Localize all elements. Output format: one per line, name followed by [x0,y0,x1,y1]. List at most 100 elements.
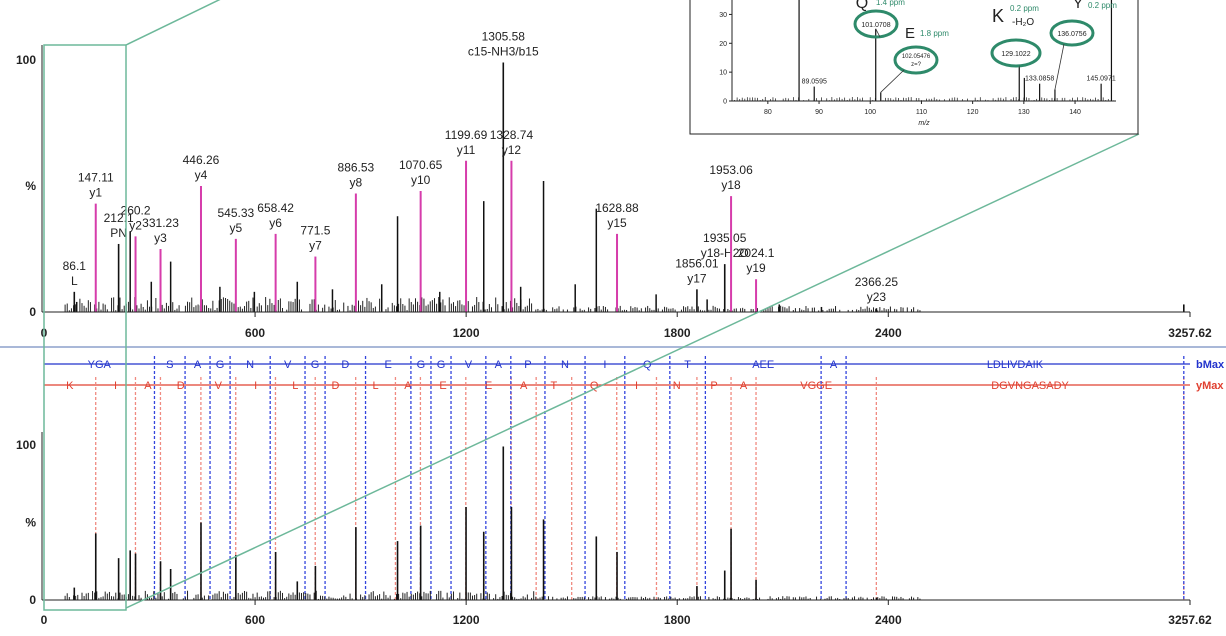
peak-mz-label: 1328.74 [490,128,534,142]
ladder-residue: V [215,380,223,392]
ladder-residue: P [524,359,531,371]
ladder-residue: I [114,380,117,392]
x-tick-label: 100 [864,109,876,116]
peak-mz-label: 2366.25 [855,275,899,289]
ladder-residue: A [740,380,748,392]
ladder-residue: YGA [88,359,112,371]
x-tick-label: 3257.62 [1168,326,1212,340]
ladder-residue: AEE [752,359,774,371]
annotation-residue: E [905,25,915,42]
peak-mz-label: 89.0595 [802,79,827,86]
peak-mz-label: 1935.05 [703,231,747,245]
ladder-residue: A [520,380,528,392]
peak-mz-label: 771.5 [300,224,330,238]
annotation-ppm: 1.4 ppm [876,0,905,7]
ladder-max-label: yMax [1196,380,1224,392]
peak-ion-label: y10 [411,173,431,187]
peak-ion-label: y17 [687,271,707,285]
ladder-residue: T [684,359,691,371]
ladder-residue: G [216,359,225,371]
x-tick-label: 2400 [875,613,902,627]
y-tick-label: 0 [723,99,727,106]
peak-mz-label: 2024.1 [738,246,775,260]
peak-ion-label: y1 [89,186,102,200]
ladder-residue: I [635,380,638,392]
peak-ion-label: PN [110,226,127,240]
peak-mz-label: 446.26 [183,153,220,167]
ladder-residue: V [284,359,292,371]
x-tick-label: 600 [245,613,265,627]
annotation-residue: K [992,6,1004,26]
ladder-residue: LDLIVDAIK [987,359,1044,371]
peak-ion-label: y3 [154,231,167,245]
ladder-residue: VGGE [800,380,832,392]
x-tick-label: 1800 [664,613,691,627]
peak-ion-label: y23 [867,290,887,304]
ladder-residue: DGVNGASADY [991,380,1069,392]
ladder-residue: D [341,359,349,371]
ladder-residue: D [177,380,185,392]
y-tick-label: 100 [16,53,36,67]
ladder-residue: S [166,359,173,371]
x-tick-label: 120 [967,109,979,116]
annotation-sub: -H₂O [1012,17,1034,28]
peak-mz-label: 147.11 [78,171,114,185]
ladder-residue: A [830,359,838,371]
peak-mz-label: 886.53 [338,161,375,175]
x-tick-label: 90 [815,109,823,116]
ladder-residue: D [331,380,339,392]
ladder-residue: I [254,380,257,392]
x-tick-label: 600 [245,326,265,340]
ladder-residue: G [437,359,446,371]
ladder-residue: N [561,359,569,371]
peak-mz-label: 1628.88 [595,201,639,215]
y-tick-label: % [25,179,36,193]
ladder-residue: V [465,359,473,371]
peak-ion-label: c15-NH3/b15 [468,45,539,59]
annotation-mz: 102.05476 [902,54,931,60]
peak-mz-label: 1199.69 [445,128,488,142]
annotation-mz: 129.1022 [1001,51,1030,58]
peak-ion-label: y18 [721,178,741,192]
ladder-residue: A [144,380,152,392]
ladder-residue: G [311,359,320,371]
annotation-charge: z=? [911,62,922,68]
peak-ion-label: y5 [229,221,242,235]
annotation-ppm: 1.8 ppm [920,29,949,38]
x-axis-title: m/z [918,120,930,127]
ladder-residue: A [495,359,503,371]
annotation-mz: 101.0708 [861,22,890,29]
x-tick-label: 140 [1069,109,1081,116]
peak-ion-label: y11 [457,143,476,157]
peak-ion-label: y8 [350,176,363,190]
annotation-residue: Y [1073,0,1083,12]
annotation-residue: Q [856,0,868,12]
annotation-mz: 136.0756 [1057,31,1086,38]
ladder-residue: E [385,359,392,371]
x-tick-label: 110 [916,109,927,116]
x-tick-label: 3257.62 [1168,613,1212,627]
x-tick-label: 1200 [453,326,480,340]
ladder-residue: L [292,380,298,392]
annotation-ppm: 0.2 ppm [1088,1,1117,10]
peak-mz-label: 1305.58 [482,30,526,44]
peak-mz-label: 1953.06 [709,163,753,177]
ladder-residue: K [66,380,74,392]
peak-mz-label: 331.23 [142,216,179,230]
peak-ion-label: y19 [746,261,766,275]
peak-ion-label: y12 [502,143,522,157]
peak-ion-label: y7 [309,239,322,253]
x-tick-label: 2400 [875,326,902,340]
peak-ion-label: y6 [269,216,282,230]
x-tick-label: 0 [41,613,48,627]
x-tick-label: 1800 [664,326,691,340]
y-tick-label: 0 [29,305,36,319]
peak-mz-label: 545.33 [217,206,254,220]
peak-ion-label: L [71,274,78,288]
peak-ion-label: y4 [195,168,208,182]
annotation-ppm: 0.2 ppm [1010,4,1039,13]
ladder-residue: A [194,359,202,371]
